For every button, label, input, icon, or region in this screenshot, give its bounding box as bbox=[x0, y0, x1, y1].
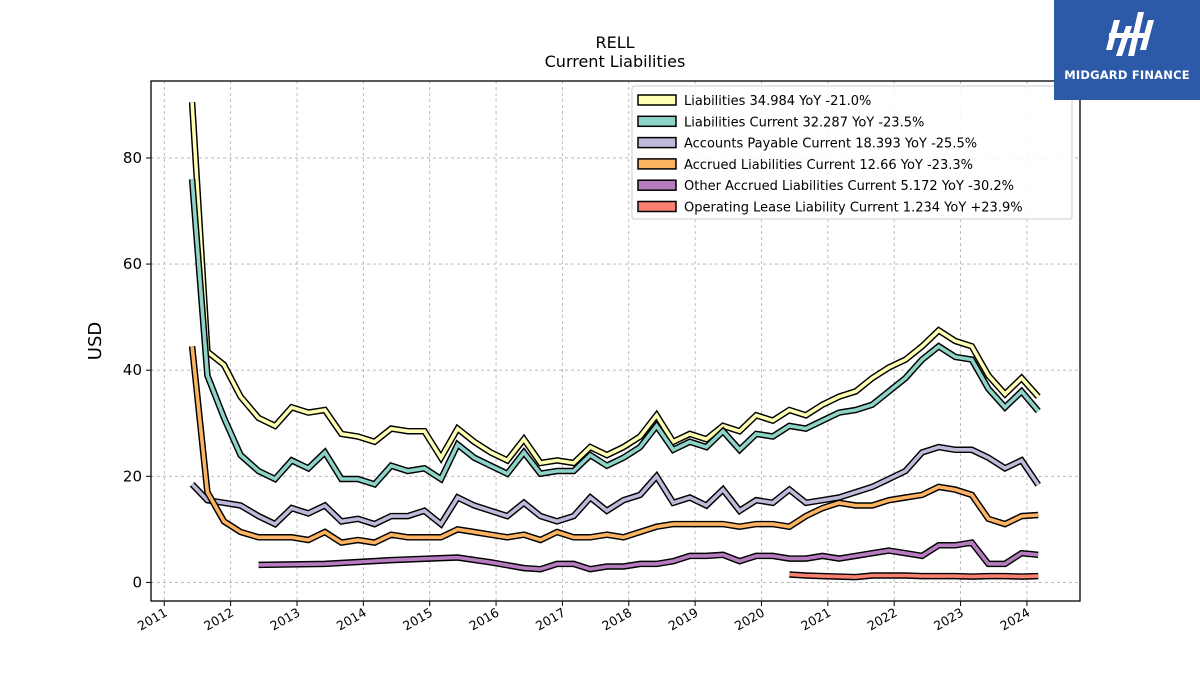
series-0 bbox=[188, 102, 1041, 467]
x-tick-label: 2022 bbox=[865, 605, 900, 634]
legend-entry: Other Accrued Liabilities Current 5.172 … bbox=[684, 179, 1014, 194]
legend-entry: Accounts Payable Current 18.393 YoY -25.… bbox=[684, 137, 977, 152]
legend-swatch bbox=[637, 136, 677, 149]
x-tick-label: 2023 bbox=[931, 605, 966, 634]
chart-title: RELL bbox=[595, 33, 634, 52]
y-tick-label: 20 bbox=[123, 467, 142, 485]
plot-frame bbox=[150, 80, 1081, 602]
x-tick-label: 2012 bbox=[201, 605, 236, 634]
chart-subtitle: Current Liabilities bbox=[545, 52, 686, 71]
x-axis: 2011 2012 2013 2014 2015 2016 2017 2018 2019 2020… bbox=[135, 601, 1032, 634]
series-line bbox=[190, 179, 1040, 487]
legend: Liabilities 34.984 YoY -21.0% Liabilities… bbox=[631, 85, 1073, 220]
x-tick-label: 2016 bbox=[467, 605, 502, 634]
legend-entry: Accrued Liabilities Current 12.66 YoY -2… bbox=[684, 158, 973, 173]
legend-swatch bbox=[637, 115, 677, 128]
series-3 bbox=[188, 345, 1039, 547]
series-4 bbox=[258, 539, 1039, 573]
x-tick-label: 2019 bbox=[666, 605, 701, 634]
y-axis: 0 20 40 60 80 bbox=[123, 149, 151, 591]
series-5 bbox=[789, 571, 1039, 581]
logo-text: MIDGARD FINANCE bbox=[1064, 68, 1190, 82]
legend-entry: Liabilities 34.984 YoY -21.0% bbox=[684, 94, 871, 109]
legend-frame bbox=[631, 85, 1073, 220]
legend-swatch bbox=[637, 179, 677, 191]
x-tick-label: 2018 bbox=[599, 605, 634, 634]
series-line-outline bbox=[188, 178, 1041, 489]
y-tick-label: 80 bbox=[123, 149, 142, 167]
x-tick-label: 2020 bbox=[732, 605, 767, 634]
x-tick-label: 2021 bbox=[798, 605, 833, 634]
series-2 bbox=[189, 443, 1041, 529]
series-lines bbox=[188, 102, 1041, 581]
x-tick-label: 2014 bbox=[334, 605, 369, 634]
x-tick-label: 2024 bbox=[997, 605, 1032, 634]
y-tick-label: 60 bbox=[123, 255, 142, 273]
midgard-logo-mark-icon bbox=[1106, 12, 1154, 56]
series-line bbox=[190, 102, 1040, 465]
series-line bbox=[789, 572, 1039, 579]
legend-swatch bbox=[637, 158, 677, 170]
legend-entry: Operating Lease Liability Current 1.234 … bbox=[684, 201, 1023, 216]
legend-entry: Liabilities Current 32.287 YoY -23.5% bbox=[684, 115, 924, 130]
legend-swatch bbox=[637, 200, 677, 213]
x-tick-label: 2011 bbox=[135, 605, 170, 634]
logo: MIDGARD FINANCE bbox=[1054, 0, 1200, 100]
series-line bbox=[190, 445, 1040, 527]
y-tick-label: 40 bbox=[123, 361, 142, 379]
legend-swatch bbox=[637, 94, 677, 106]
x-tick-label: 2017 bbox=[533, 605, 568, 634]
x-tick-label: 2013 bbox=[267, 605, 302, 634]
series-line bbox=[190, 346, 1039, 545]
y-axis-label: USD bbox=[85, 322, 106, 360]
x-tick-label: 2015 bbox=[400, 605, 435, 634]
series-1 bbox=[188, 178, 1041, 489]
series-line bbox=[258, 540, 1039, 572]
y-tick-label: 0 bbox=[132, 573, 142, 591]
